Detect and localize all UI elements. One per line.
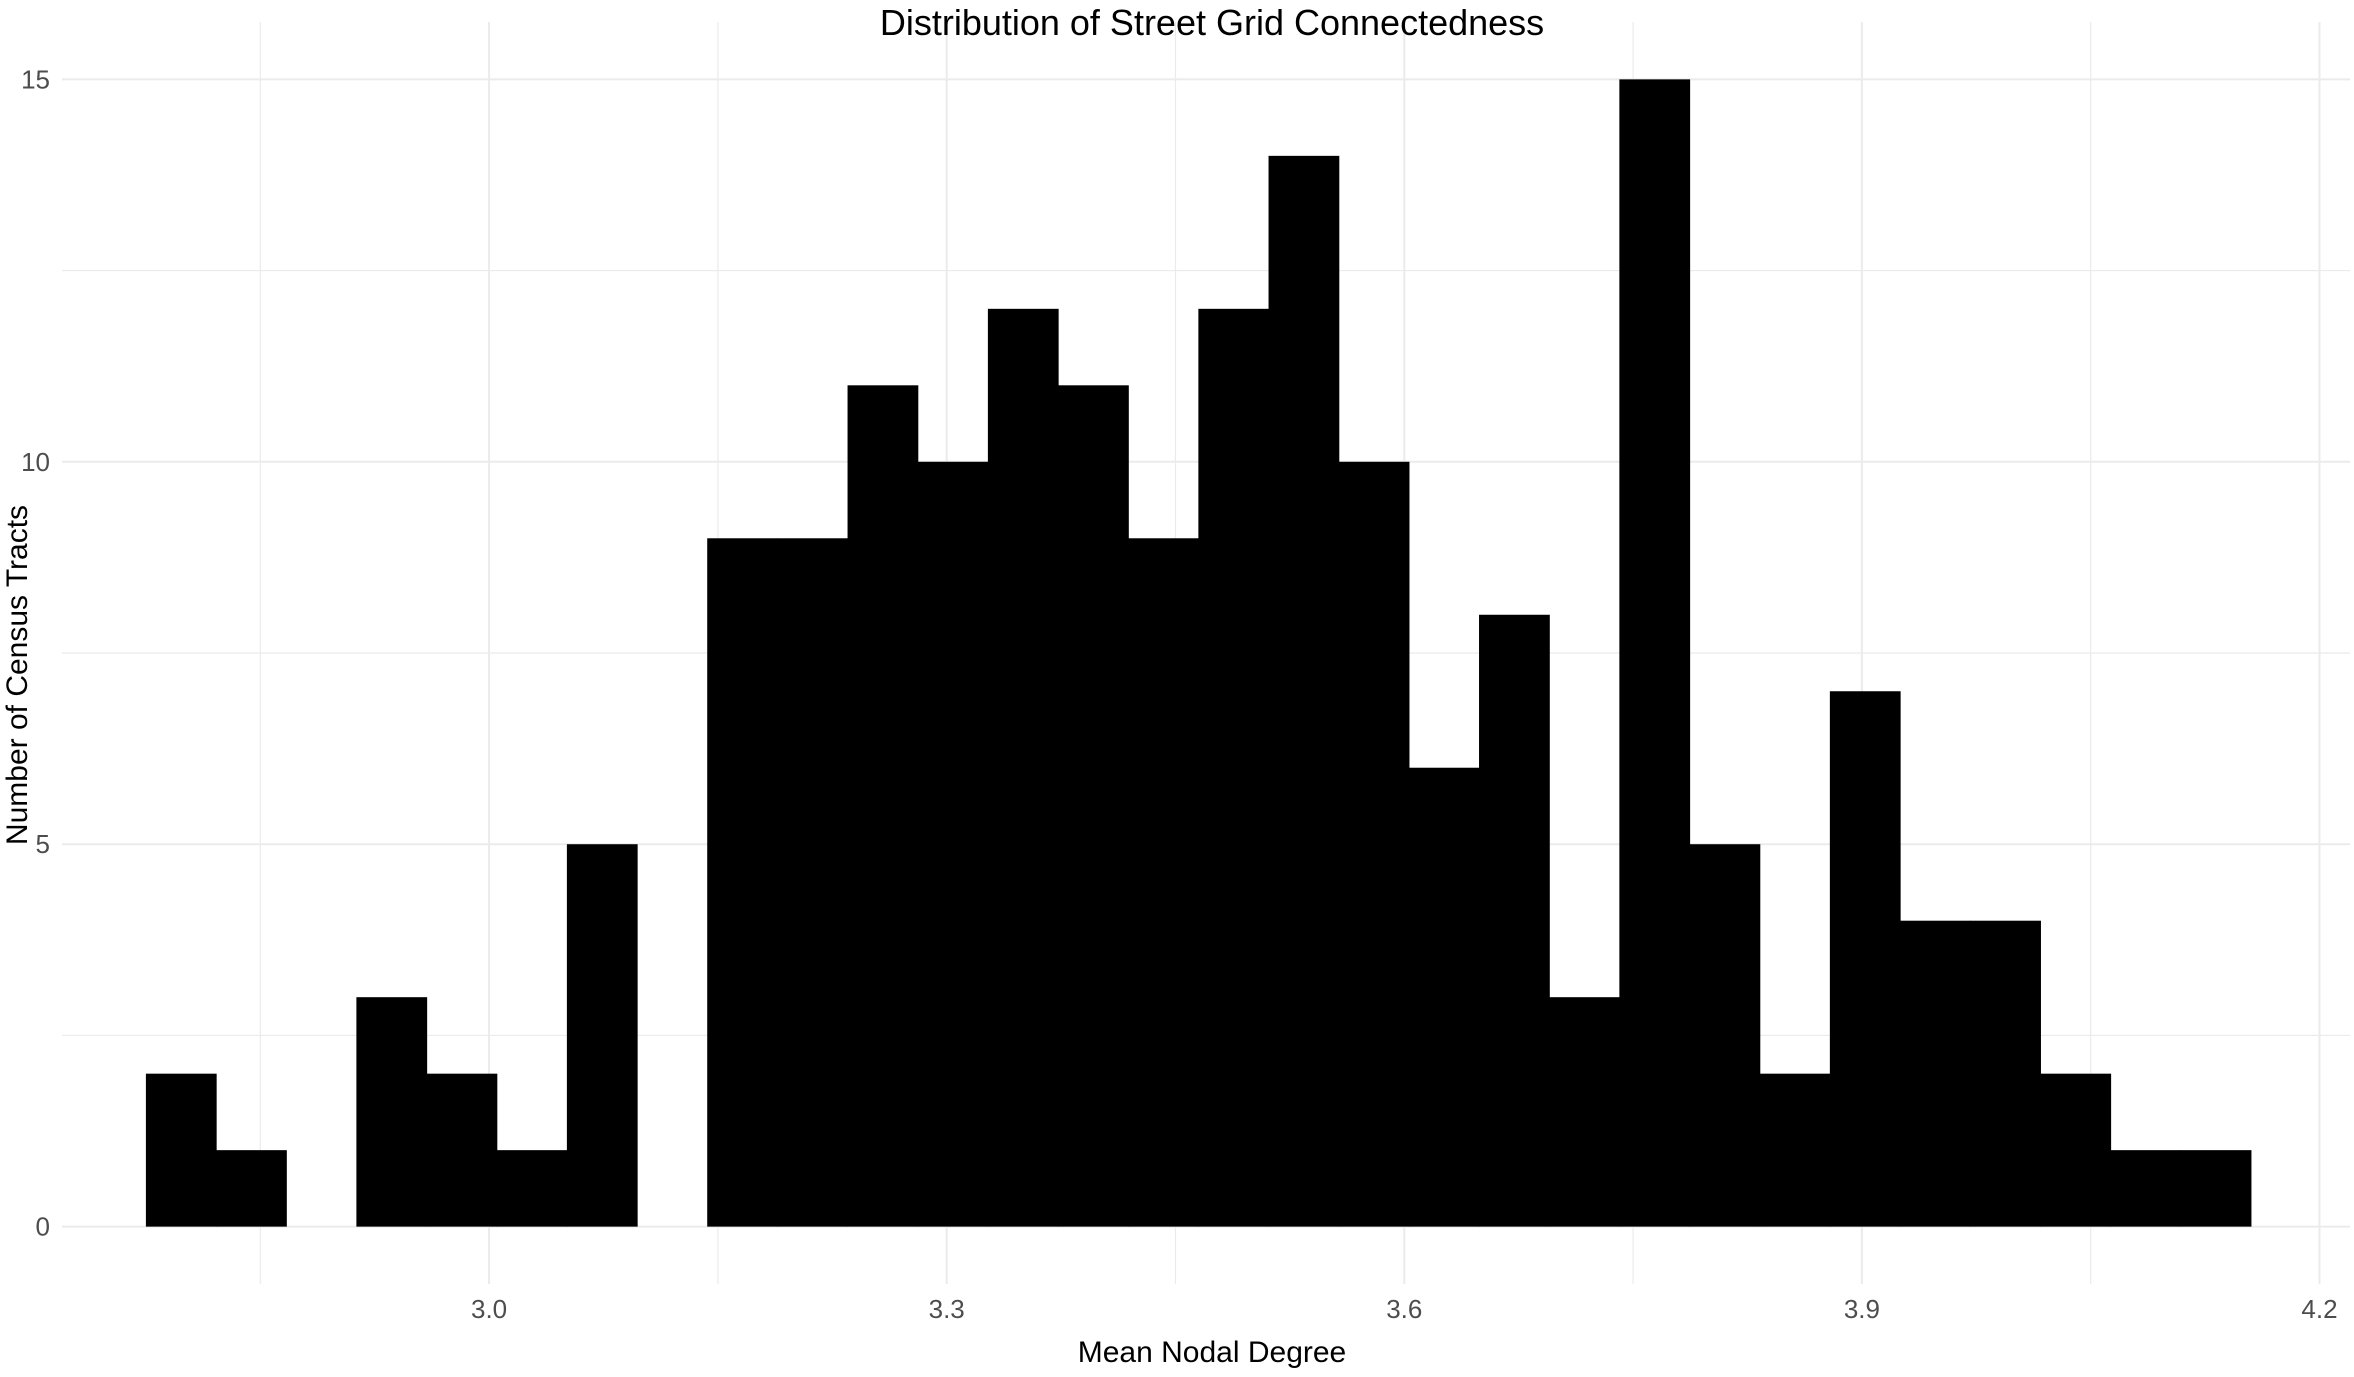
y-tick-label: 5 — [36, 829, 50, 859]
histogram-bar — [1268, 155, 1340, 1227]
x-axis-title: Mean Nodal Degree — [1078, 1336, 1347, 1369]
y-tick-label: 15 — [21, 64, 50, 94]
histogram-bar — [1970, 920, 2041, 1227]
histogram-bar — [1759, 1073, 1831, 1227]
x-tick-label: 4.2 — [2301, 1294, 2337, 1324]
histogram-bar — [1829, 691, 1901, 1227]
histogram-bar — [1198, 308, 1270, 1227]
chart-title: Distribution of Street Grid Connectednes… — [880, 2, 1544, 43]
histogram-bar — [216, 1150, 287, 1227]
histogram-bar — [987, 308, 1059, 1227]
histogram-bar — [1128, 538, 1199, 1227]
x-tick-label: 3.9 — [1844, 1294, 1880, 1324]
y-tick-label: 10 — [21, 447, 50, 477]
histogram-bar — [777, 538, 849, 1227]
histogram-bar — [1900, 920, 1971, 1227]
y-tick-label: 0 — [36, 1212, 50, 1242]
x-tick-label: 3.6 — [1386, 1294, 1422, 1324]
histogram-bar — [1619, 79, 1691, 1227]
histogram-bar — [2110, 1150, 2182, 1227]
histogram-bar — [2180, 1150, 2252, 1227]
y-axis-title: Number of Census Tracts — [1, 505, 34, 845]
histogram-bar — [566, 844, 638, 1227]
bars-layer — [145, 79, 2252, 1227]
histogram-bar — [356, 997, 428, 1227]
histogram-bar — [917, 461, 989, 1227]
histogram-bar — [847, 385, 919, 1227]
histogram-bar — [1479, 614, 1550, 1227]
x-tick-label: 3.0 — [471, 1294, 507, 1324]
histogram-bar — [1689, 844, 1761, 1227]
y-axis-ticks: 0 5 10 15 — [21, 64, 50, 1241]
histogram-bar — [496, 1150, 568, 1227]
histogram-bar — [1408, 767, 1480, 1227]
histogram-bar — [1549, 997, 1620, 1227]
histogram-bar — [426, 1073, 498, 1227]
histogram-bar — [2040, 1073, 2112, 1227]
x-axis-ticks: 3.0 3.3 3.6 3.9 4.2 — [471, 1294, 2338, 1324]
histogram-bar — [145, 1073, 217, 1227]
histogram-bar — [1058, 385, 1129, 1227]
x-tick-label: 3.3 — [929, 1294, 965, 1324]
histogram-bar — [707, 538, 778, 1227]
histogram-bar — [1338, 461, 1410, 1227]
